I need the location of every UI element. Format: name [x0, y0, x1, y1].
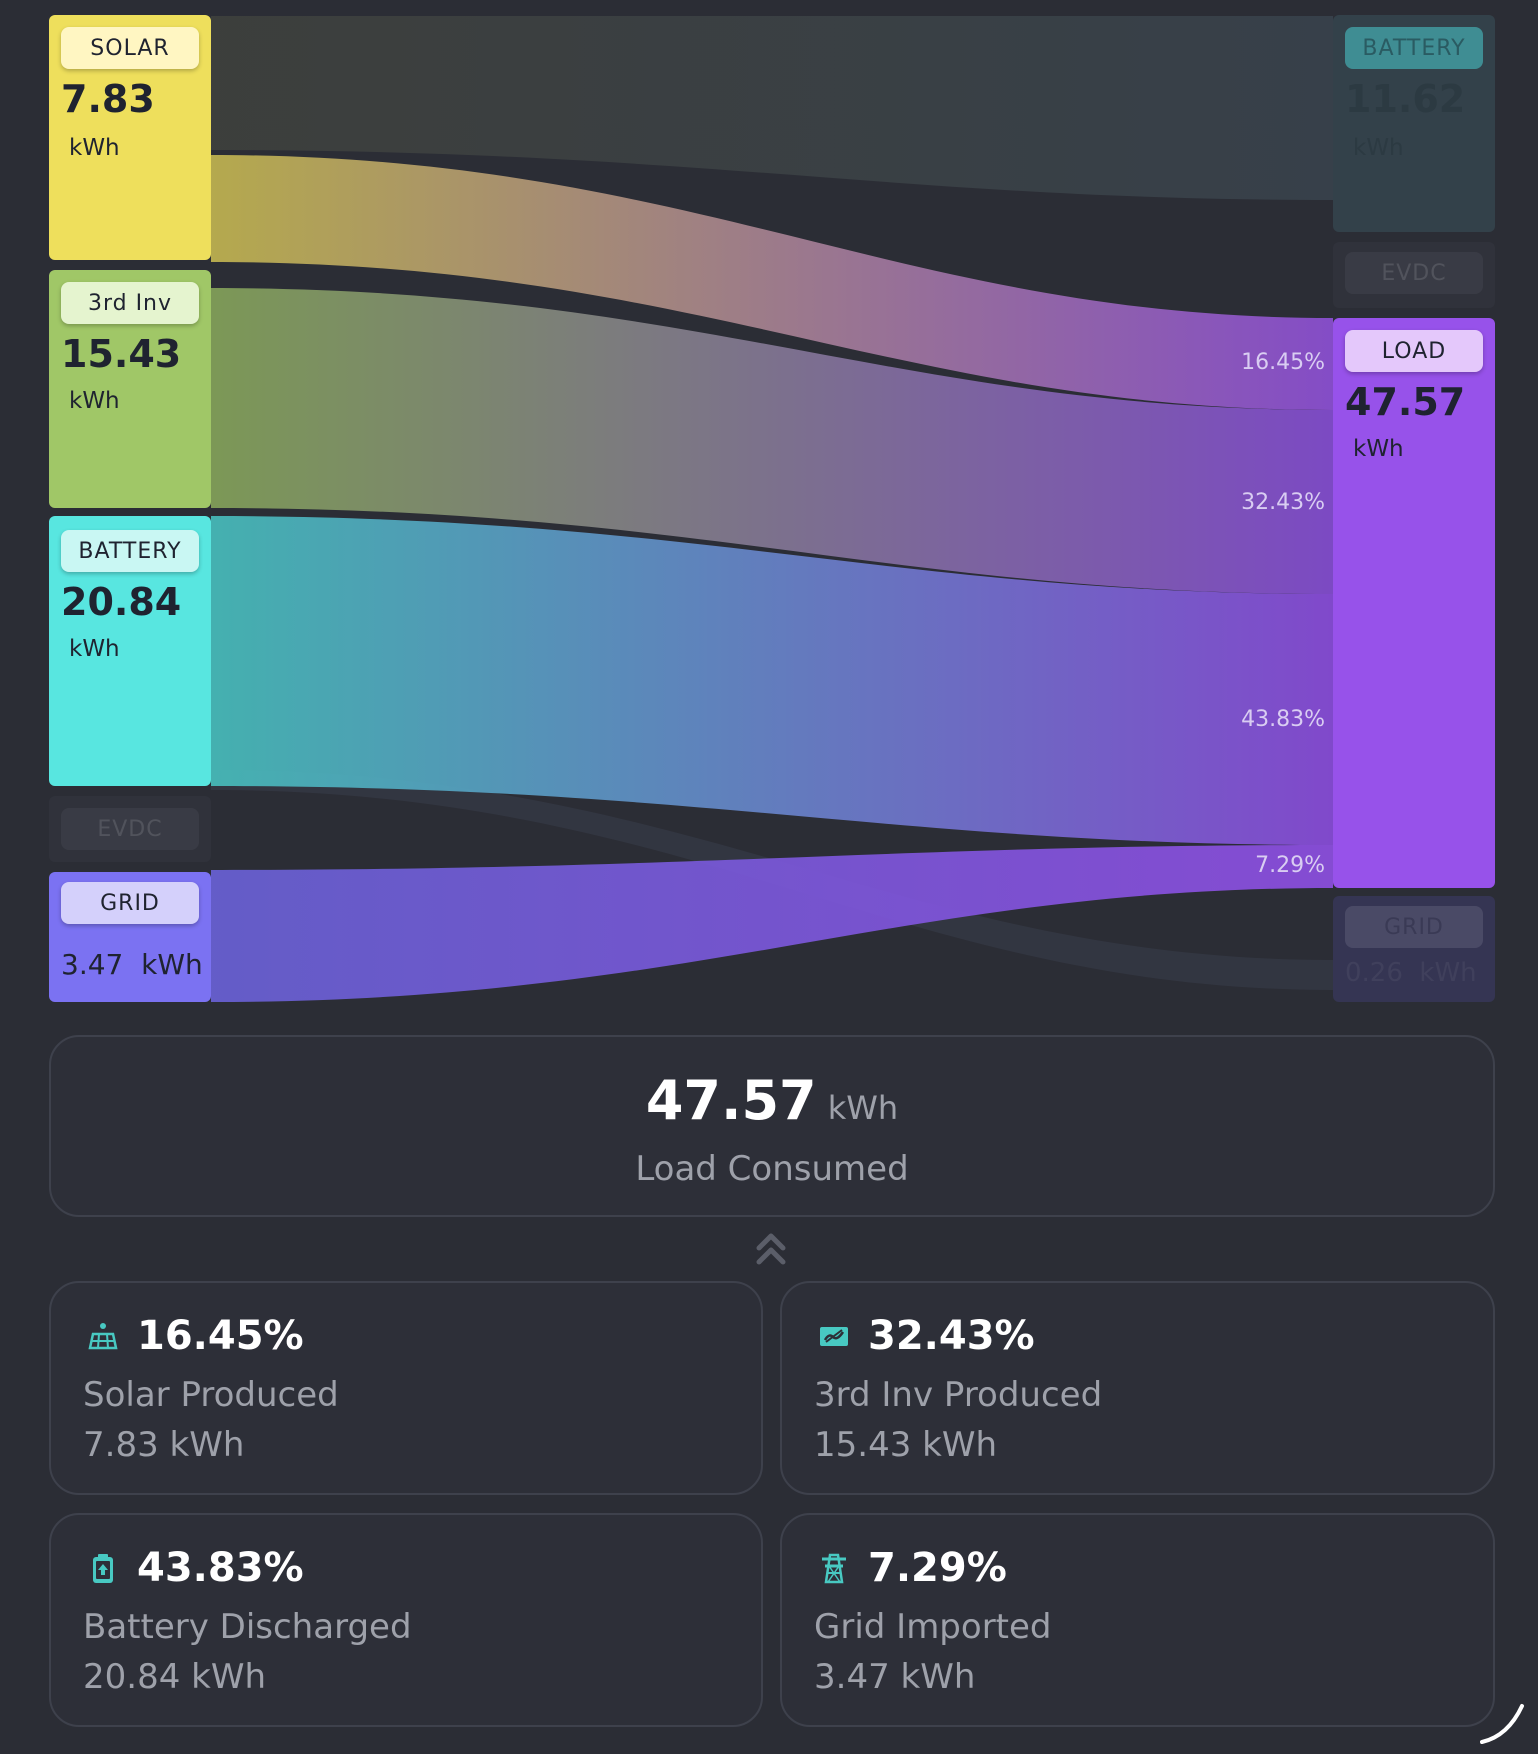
stat-value: 3.47 kWh — [814, 1657, 976, 1697]
flow-battery-to-load — [211, 516, 1333, 845]
target-tag-load: LOAD — [1345, 330, 1483, 372]
battery-discharge-icon — [87, 1552, 119, 1584]
stat-value: 7.83 kWh — [83, 1425, 245, 1465]
source-tag-3rd-inv: 3rd Inv — [61, 282, 199, 324]
solar-panel-icon — [87, 1320, 119, 1352]
target-unit-battery: kWh — [1353, 135, 1404, 161]
stat-percent: 16.45% — [137, 1313, 304, 1359]
stat-percent: 43.83% — [137, 1545, 304, 1591]
stat-label: Battery Discharged — [83, 1607, 412, 1647]
stat-label: Solar Produced — [83, 1375, 339, 1415]
flow-solar-to-battery — [211, 16, 1333, 200]
source-tag-evdc: EVDC — [61, 808, 199, 850]
source-node-grid: GRID 3.47 kWh — [49, 872, 211, 1002]
resize-handle-icon[interactable] — [1478, 1700, 1528, 1746]
target-node-load: LOAD 47.57 kWh — [1333, 318, 1495, 888]
stat-card-battery: 43.83% Battery Discharged 20.84 kWh — [49, 1513, 763, 1727]
flow-grid-to-load — [211, 845, 1333, 1002]
flow-pct-solar: 16.45% — [1241, 350, 1325, 375]
source-value-battery: 20.84 — [61, 580, 182, 624]
source-node-evdc: EVDC — [49, 796, 211, 862]
target-tag-grid: GRID — [1345, 906, 1483, 948]
flow-pct-grid: 7.29% — [1255, 853, 1325, 878]
stat-value: 20.84 kWh — [83, 1657, 266, 1697]
target-node-evdc: EVDC — [1333, 242, 1495, 308]
target-value-grid: 0.26 kWh — [1345, 958, 1477, 988]
target-tag-evdc: EVDC — [1345, 252, 1483, 294]
flow-pct-3rd-inv: 32.43% — [1241, 490, 1325, 515]
summary-unit: kWh — [827, 1089, 899, 1127]
source-node-3rd-inv: 3rd Inv 15.43 kWh — [49, 270, 211, 508]
target-value-battery: 11.62 — [1345, 77, 1466, 121]
energy-flow-diagram — [211, 16, 1333, 1002]
stat-card-3rd-inv: 32.43% 3rd Inv Produced 15.43 kWh — [780, 1281, 1495, 1495]
source-value-3rd-inv: 15.43 — [61, 332, 182, 376]
inverter-icon — [818, 1320, 850, 1352]
stat-value: 15.43 kWh — [814, 1425, 997, 1465]
stat-label: 3rd Inv Produced — [814, 1375, 1103, 1415]
target-value-load: 47.57 — [1345, 380, 1466, 424]
stat-card-grid: 7.29% Grid Imported 3.47 kWh — [780, 1513, 1495, 1727]
source-tag-solar: SOLAR — [61, 27, 199, 69]
flow-solar-to-load — [211, 155, 1333, 410]
source-node-battery: BATTERY 20.84 kWh — [49, 516, 211, 786]
source-unit-3rd-inv: kWh — [69, 388, 120, 414]
target-tag-battery: BATTERY — [1345, 27, 1483, 69]
source-unit-solar: kWh — [69, 135, 120, 161]
stat-label: Grid Imported — [814, 1607, 1052, 1647]
source-value-grid: 3.47 kWh — [61, 948, 203, 981]
source-value-solar: 7.83 — [61, 77, 155, 121]
stat-percent: 32.43% — [868, 1313, 1035, 1359]
source-tag-grid: GRID — [61, 882, 199, 924]
summary-value: 47.57 — [645, 1069, 817, 1132]
source-tag-battery: BATTERY — [61, 530, 199, 572]
target-unit-load: kWh — [1353, 436, 1404, 462]
stat-percent: 7.29% — [868, 1545, 1007, 1591]
target-node-battery: BATTERY 11.62 kWh — [1333, 15, 1495, 232]
source-unit-battery: kWh — [69, 636, 120, 662]
target-node-grid: GRID 0.26 kWh — [1333, 896, 1495, 1002]
summary-label: Load Consumed — [635, 1149, 909, 1189]
transmission-tower-icon — [818, 1552, 850, 1584]
collapse-chevron-up-icon[interactable] — [753, 1228, 789, 1270]
stat-card-solar: 16.45% Solar Produced 7.83 kWh — [49, 1281, 763, 1495]
flow-pct-battery: 43.83% — [1241, 707, 1325, 732]
source-node-solar: SOLAR 7.83 kWh — [49, 15, 211, 260]
flow-inv-to-load — [211, 288, 1333, 594]
load-consumed-summary: 47.57 kWh Load Consumed — [49, 1035, 1495, 1217]
